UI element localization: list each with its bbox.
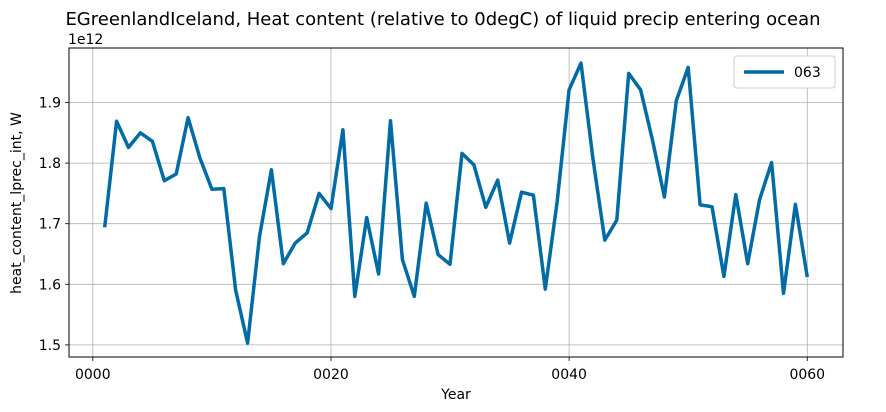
y-tick-label: 1.6 (39, 277, 61, 293)
x-tick-label: 0000 (75, 367, 111, 383)
y-axis-ticks: 1.5 1.6 1.7 1.8 1.9 (39, 96, 69, 354)
y-tick-label: 1.7 (39, 217, 61, 233)
x-axis-ticks: 0000 0020 0040 0060 (75, 357, 825, 383)
legend-label: 063 (794, 65, 821, 81)
series-group (102, 61, 810, 345)
y-tick-label: 1.8 (39, 156, 61, 172)
y-tick-label: 1.9 (39, 96, 61, 112)
legend-box (733, 55, 836, 89)
legend: 063 (733, 55, 836, 89)
y-tick-label: 1.5 (39, 338, 61, 354)
x-tick-label: 0060 (789, 367, 825, 383)
x-tick-label: 0020 (313, 367, 349, 383)
chart-title: EGreenlandIceland, Heat content (relativ… (65, 9, 820, 30)
y-offset-label: 1e12 (68, 32, 103, 48)
y-axis-label: heat_content_lprec_int, W (9, 112, 25, 294)
x-axis-label: Year (440, 387, 471, 403)
plot-frame (68, 47, 844, 358)
x-tick-label: 0040 (551, 367, 587, 383)
series-line (102, 61, 810, 345)
